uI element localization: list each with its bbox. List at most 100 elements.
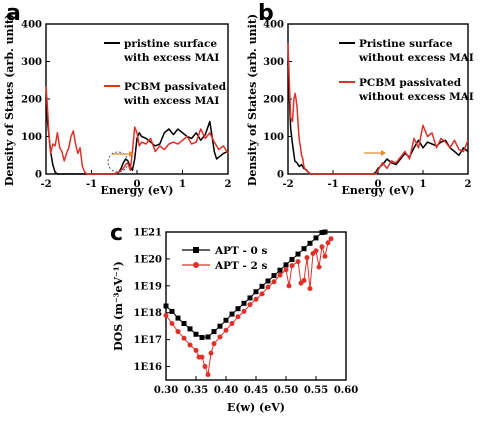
panel-b-series: [287, 42, 469, 175]
data-point-square: [289, 256, 295, 262]
panel-c-xlabel: E(w) (eV): [227, 401, 285, 414]
data-point-square: [271, 273, 277, 279]
data-point-square: [277, 267, 283, 273]
panel-b-legend-label-2: PCBM passivated without excess MAI: [358, 77, 474, 103]
panel-c-ylabel: DOS (m⁻³eV⁻¹): [112, 261, 125, 351]
data-point-circle: [259, 291, 265, 297]
data-point-square: [211, 329, 217, 335]
panel-c-y-ticks: 1E16 1E17 1E18 1E19 1E20 1E21: [134, 228, 170, 373]
data-point-circle: [289, 263, 295, 269]
data-point-circle: [313, 248, 319, 254]
panel-a-letter: a: [6, 1, 21, 26]
data-point-circle: [211, 341, 217, 347]
x-tick-label: 1: [420, 179, 427, 190]
panel-c-letter: c: [110, 221, 123, 246]
x-tick-label: 0.60: [334, 385, 358, 396]
data-point-square: [163, 303, 169, 309]
data-point-circle: [295, 259, 301, 265]
y-tick-label: 200: [263, 95, 284, 106]
y-tick-label: 1E17: [134, 335, 163, 346]
panel-b-legend-label-1: Pristine surface without excess MAI: [358, 38, 474, 64]
data-point-square: [253, 289, 259, 295]
x-tick-label: -1: [86, 179, 97, 190]
panel-c-legend: APT - 0 s APT - 2 s: [182, 245, 267, 272]
data-point-circle: [253, 296, 259, 302]
series-line-red: [287, 42, 469, 175]
data-point-square: [283, 262, 289, 268]
x-tick-label: 0.40: [214, 385, 238, 396]
y-tick-label: 0: [35, 170, 42, 181]
series-line-black: [165, 231, 326, 339]
data-point-square: [205, 334, 211, 340]
y-tick-label: 1E16: [134, 362, 163, 373]
data-point-square: [169, 308, 175, 314]
data-point-square: [229, 311, 235, 317]
y-tick-label: 200: [21, 95, 42, 106]
panel-b-legend: Pristine surface without excess MAI PCBM …: [339, 38, 474, 103]
data-point-circle: [202, 364, 208, 370]
data-point-circle: [163, 312, 169, 318]
data-point-square: [193, 331, 199, 337]
x-tick-label: 0.55: [304, 385, 328, 396]
panel-c-legend-label-2: APT - 2 s: [214, 260, 267, 272]
x-tick-label: 0: [134, 179, 141, 190]
y-tick-label: 100: [21, 132, 42, 143]
data-point-square: [307, 240, 313, 246]
data-point-circle: [175, 329, 181, 335]
data-point-circle: [217, 334, 223, 340]
data-point-square: [175, 315, 181, 321]
data-point-circle: [286, 283, 292, 289]
x-tick-label: 0: [375, 179, 382, 190]
data-point-square: [235, 306, 241, 312]
panel-c-series: [163, 229, 334, 378]
data-point-circle: [283, 267, 289, 273]
data-point-square: [259, 283, 265, 289]
y-tick-label: 1E19: [134, 281, 163, 292]
series-line-black: [287, 61, 469, 175]
x-tick-label: -2: [40, 179, 51, 190]
data-point-square: [241, 300, 247, 306]
x-tick-label: 2: [465, 179, 472, 190]
panel-b-arrow-icon: [381, 150, 386, 156]
data-point-circle: [322, 253, 328, 259]
data-point-circle: [169, 320, 175, 326]
panel-c-legend-circle-marker: [193, 262, 199, 268]
panel-b-ylabel: Density of States (arb. unit): [246, 14, 259, 186]
x-tick-label: 0.50: [274, 385, 298, 396]
y-tick-label: 300: [263, 57, 284, 68]
data-point-circle: [205, 372, 211, 378]
x-tick-label: 1: [179, 179, 186, 190]
y-tick-label: 400: [21, 20, 42, 31]
data-point-square: [322, 229, 328, 235]
data-point-circle: [319, 244, 325, 250]
data-point-circle: [223, 327, 229, 333]
panel-c-x-ticks: 0.30 0.35 0.40 0.45 0.50 0.55 0.60: [154, 376, 358, 396]
data-point-square: [181, 320, 187, 326]
data-point-circle: [304, 255, 310, 261]
x-tick-label: -1: [327, 179, 338, 190]
data-point-circle: [199, 354, 205, 360]
data-point-square: [301, 246, 307, 252]
data-point-circle: [307, 286, 313, 292]
data-point-circle: [181, 335, 187, 341]
data-point-square: [265, 278, 271, 284]
panel-a-legend-label-2a: PCBM passivated with excess MAI: [123, 81, 227, 107]
panel-a-legend: pristine surface with excess MAI PCBM pas…: [104, 38, 227, 107]
y-tick-label: 300: [21, 57, 42, 68]
panel-c-legend-square-marker: [193, 247, 199, 253]
data-point-circle: [193, 347, 199, 353]
panel-b-letter: b: [258, 1, 274, 26]
x-tick-label: -2: [282, 179, 293, 190]
data-point-circle: [265, 284, 271, 290]
panel-a-arrow-icon: [129, 151, 134, 157]
y-tick-label: 400: [263, 20, 284, 31]
y-tick-label: 0: [277, 170, 284, 181]
panel-a: a 0 100 200 300 400 -2 -1 0 1 2 pristine surface…: [3, 1, 232, 197]
data-point-square: [187, 326, 193, 332]
x-tick-label: 0.45: [244, 385, 268, 396]
y-tick-label: 100: [263, 132, 284, 143]
data-point-circle: [271, 279, 277, 285]
